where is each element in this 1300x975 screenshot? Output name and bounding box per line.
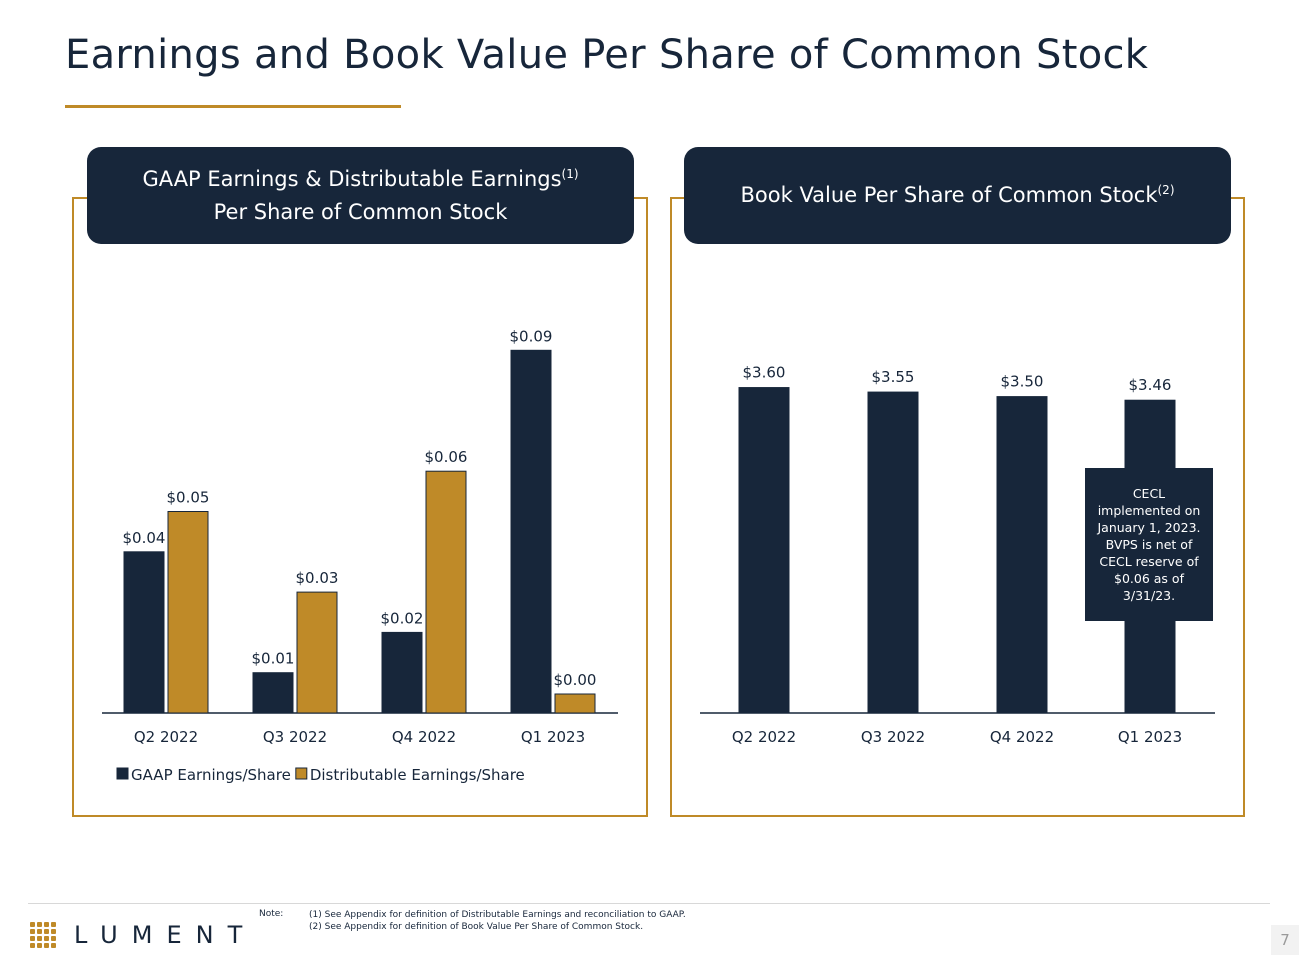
footnotes: (1) See Appendix for definition of Distr… <box>309 909 686 933</box>
page-number: 7 <box>1271 925 1299 955</box>
data-label-gaap-earnings-share-q1-2023: $0.09 <box>510 327 553 345</box>
tick-label-q2-2022: Q2 2022 <box>134 728 198 746</box>
tick-label-q4-2022: Q4 2022 <box>392 728 456 746</box>
legend-label-gaap-earnings-share: GAAP Earnings/Share <box>131 766 291 784</box>
bar-distributable-earnings-share-q3-2022 <box>296 591 338 714</box>
lument-logo: LUMENT <box>30 921 256 949</box>
logo-dots-icon <box>30 922 56 948</box>
logo-wordmark: LUMENT <box>74 921 257 949</box>
data-label-bvps-q4-2022: $3.50 <box>1001 373 1044 391</box>
data-label-distributable-earnings-share-q1-2023: $0.00 <box>554 671 597 689</box>
earnings-header-line1: GAAP Earnings & Distributable Earnings <box>142 166 562 191</box>
tick-label-q3-2022: Q3 2022 <box>263 728 327 746</box>
data-label-gaap-earnings-share-q2-2022: $0.04 <box>123 529 166 547</box>
bar-gaap-earnings-share-q1-2023 <box>510 349 552 714</box>
bar-bvps-q2-2022 <box>738 387 790 714</box>
bvps-tick-label-q1-2023: Q1 2023 <box>1118 728 1182 746</box>
earnings-header-footnote: (1) <box>561 166 579 181</box>
data-label-distributable-earnings-share-q3-2022: $0.03 <box>296 569 339 587</box>
cecl-note-box: CECL implemented on January 1, 2023. BVP… <box>1085 468 1213 621</box>
bar-distributable-earnings-share-q2-2022 <box>167 511 209 714</box>
title-underline <box>65 105 401 108</box>
bvps-header-text: Book Value Per Share of Common Stock <box>740 183 1158 208</box>
bvps-panel-header: Book Value Per Share of Common Stock(2) <box>684 147 1231 244</box>
legend-label-distributable-earnings-share: Distributable Earnings/Share <box>310 766 525 784</box>
data-label-bvps-q3-2022: $3.55 <box>872 368 915 386</box>
bar-gaap-earnings-share-q2-2022 <box>123 551 165 714</box>
data-label-gaap-earnings-share-q3-2022: $0.01 <box>252 650 295 668</box>
data-label-bvps-q1-2023: $3.46 <box>1129 376 1172 394</box>
data-label-gaap-earnings-share-q4-2022: $0.02 <box>381 609 424 627</box>
tick-label-q1-2023: Q1 2023 <box>521 728 585 746</box>
bvps-header-footnote: (2) <box>1157 183 1175 198</box>
legend-swatch-distributable-earnings-share <box>295 767 308 780</box>
bar-bvps-q4-2022 <box>996 396 1048 714</box>
legend-swatch-gaap-earnings-share <box>116 767 129 780</box>
footnote-1: (1) See Appendix for definition of Distr… <box>309 910 686 920</box>
bar-distributable-earnings-share-q1-2023 <box>554 693 596 714</box>
bvps-tick-label-q4-2022: Q4 2022 <box>990 728 1054 746</box>
data-label-distributable-earnings-share-q4-2022: $0.06 <box>425 448 468 466</box>
earnings-header-line2: Per Share of Common Stock <box>213 199 508 224</box>
footer-divider <box>28 903 1270 904</box>
earnings-panel-header: GAAP Earnings & Distributable Earnings(1… <box>87 147 634 244</box>
footnote-label: Note: <box>259 909 284 919</box>
bar-bvps-q3-2022 <box>867 391 919 714</box>
cecl-note-text: CECL implemented on January 1, 2023. BVP… <box>1097 486 1201 603</box>
bar-gaap-earnings-share-q3-2022 <box>252 672 294 714</box>
bar-distributable-earnings-share-q4-2022 <box>425 470 467 714</box>
data-label-bvps-q2-2022: $3.60 <box>743 364 786 382</box>
bvps-tick-label-q3-2022: Q3 2022 <box>861 728 925 746</box>
bar-gaap-earnings-share-q4-2022 <box>381 631 423 714</box>
data-label-distributable-earnings-share-q2-2022: $0.05 <box>167 489 210 507</box>
bvps-tick-label-q2-2022: Q2 2022 <box>732 728 796 746</box>
page-title: Earnings and Book Value Per Share of Com… <box>65 32 1149 78</box>
footnote-2: (2) See Appendix for definition of Book … <box>309 922 644 933</box>
